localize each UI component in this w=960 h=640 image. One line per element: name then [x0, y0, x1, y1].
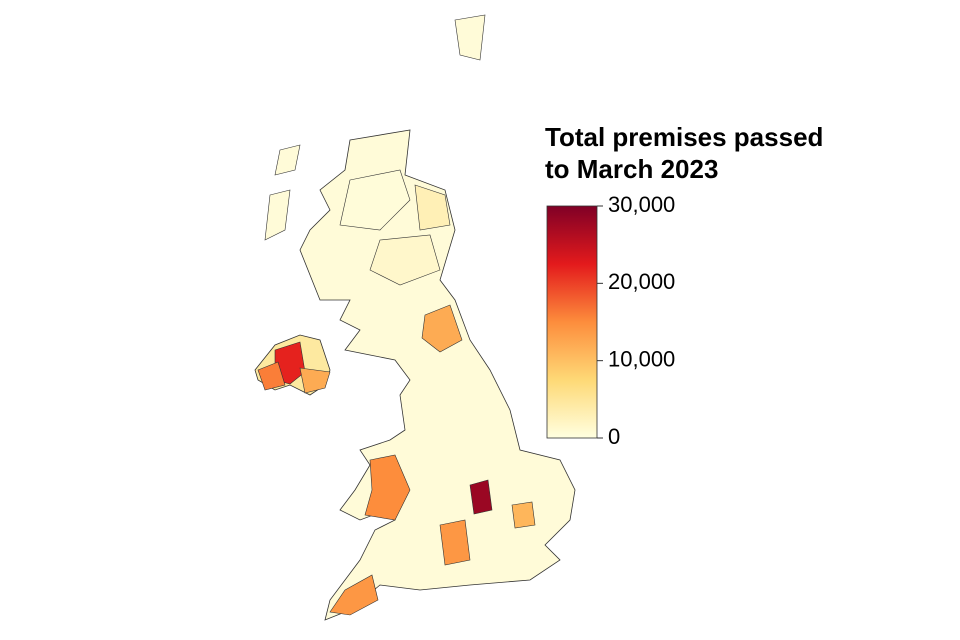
colorbar-tick-label: 30,000: [608, 192, 675, 217]
region: [364, 454, 411, 521]
region: [257, 361, 286, 391]
colorbar: [546, 205, 598, 439]
region: [469, 479, 493, 515]
region: [369, 234, 441, 286]
region: [421, 304, 463, 353]
colorbar-tick-label: 10,000: [608, 346, 675, 371]
region: [339, 169, 411, 231]
region: [439, 519, 471, 566]
legend-title: Total premises passed: [545, 122, 823, 152]
map: [254, 14, 576, 621]
legend-title: to March 2023: [545, 154, 718, 184]
colorbar-tick-label: 0: [608, 424, 620, 449]
colorbar-tick-label: 20,000: [608, 269, 675, 294]
region: [329, 574, 379, 616]
region: [511, 501, 536, 529]
great-britain-outline: [299, 129, 576, 621]
islands: [264, 14, 486, 241]
region: [299, 367, 331, 394]
region: [414, 184, 451, 231]
